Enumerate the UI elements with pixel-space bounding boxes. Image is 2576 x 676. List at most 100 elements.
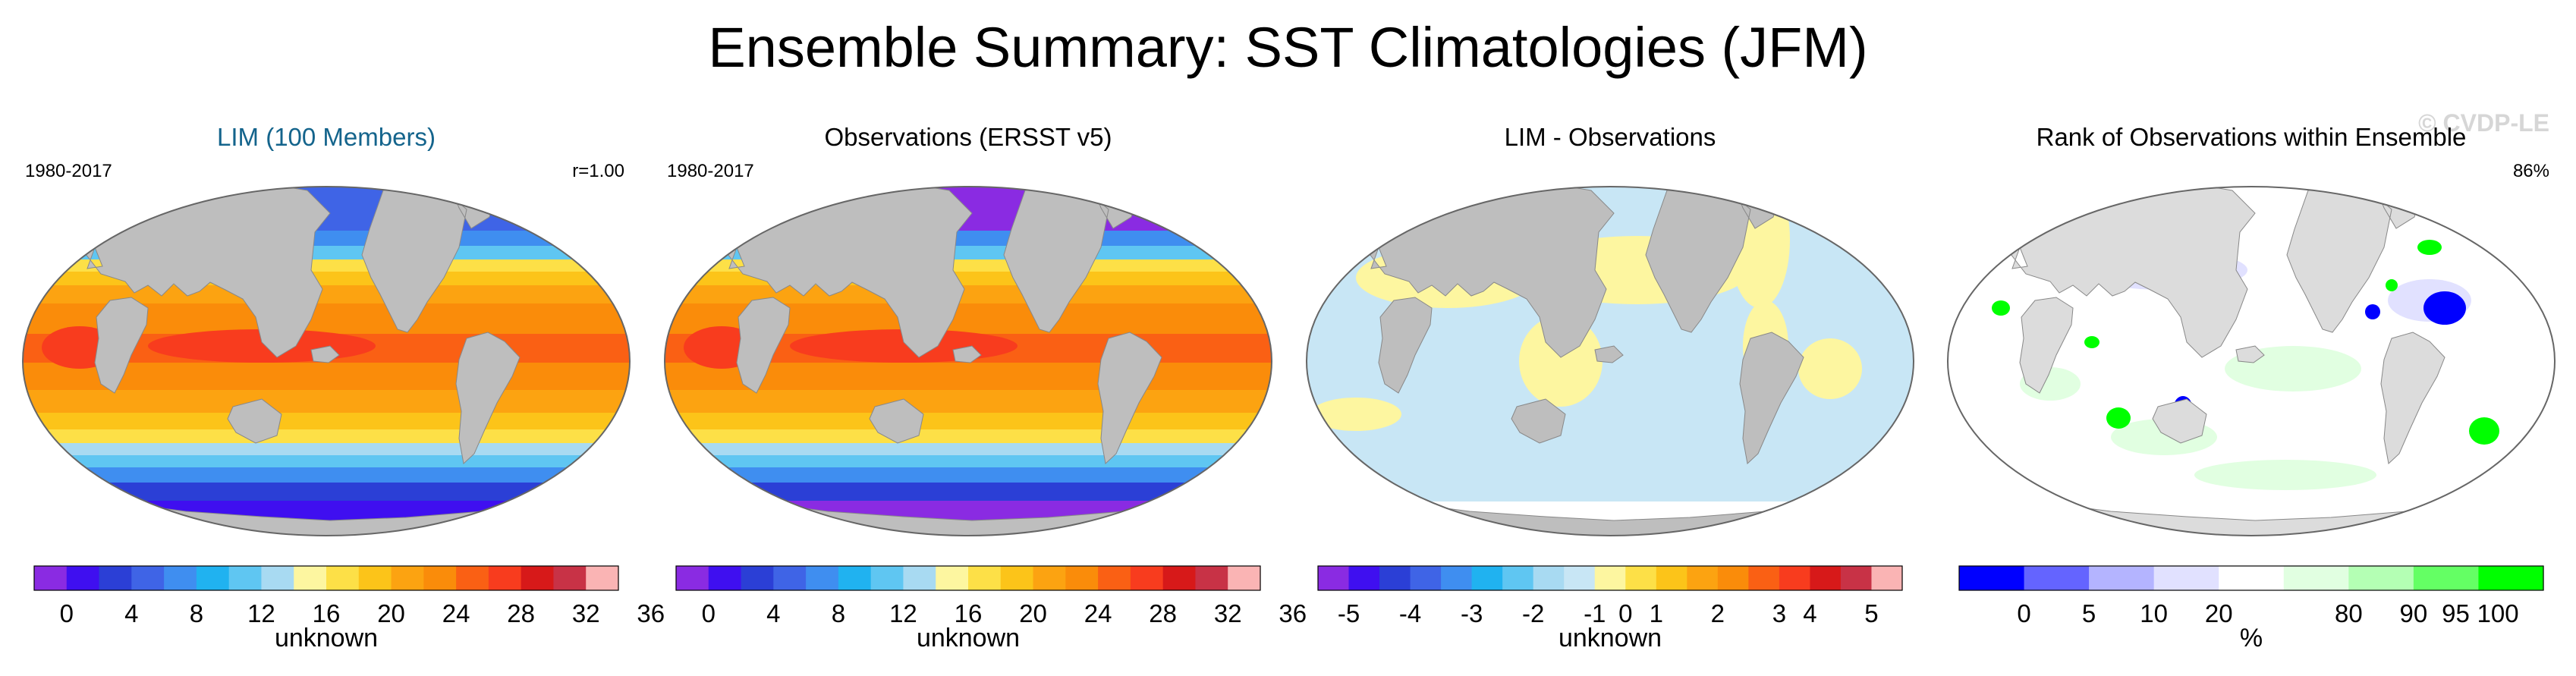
colorbar-tick-label: 0 [1618, 599, 1633, 627]
figure-title: Ensemble Summary: SST Climatologies (JFM… [708, 16, 1868, 79]
colorbar-label: unknown [1558, 624, 1662, 652]
period-label: 1980-2017 [667, 161, 754, 181]
colorbar-segment [1000, 566, 1034, 590]
panel-title: Observations (ERSST v5) [824, 123, 1112, 151]
colorbar-segment [1687, 566, 1719, 590]
colorbar-segment [1033, 566, 1066, 590]
colorbar-segment [261, 566, 294, 590]
rank-percentage: 86% [2512, 161, 2549, 181]
panel-rank-of-observations: © CVDP-LE Rank of Observations within En… [1936, 109, 2566, 675]
colorbar-segment [1318, 566, 1350, 590]
sst-contour-band [665, 443, 1272, 455]
colorbar-segment [1065, 566, 1099, 590]
colorbar-tick-label: 28 [1149, 599, 1178, 627]
colorbar-tick-label: 28 [507, 599, 536, 627]
colorbar-tick-label: 90 [2399, 599, 2428, 627]
continents [1357, 187, 1804, 464]
colorbar-tick-label: 0 [2017, 599, 2031, 627]
colorbar-segment [2478, 566, 2544, 590]
highest-rank-spot [1992, 300, 2010, 316]
colorbar-segment [741, 566, 774, 590]
colorbar-segment [164, 566, 197, 590]
colorbar-tick-label: -1 [1584, 599, 1606, 627]
colorbar-segment [968, 566, 1002, 590]
colorbar-segment [1564, 566, 1596, 590]
colorbar-segment [2219, 566, 2285, 590]
globe-outline [1306, 186, 1914, 536]
colorbar-segment [2348, 566, 2414, 590]
colorbar-tick-label: 0 [701, 599, 716, 627]
positive-bias-patch [1798, 338, 1862, 399]
map-observed-sst [664, 186, 1272, 536]
panel-observations-climatology: Observations (ERSST v5) 1980-2017 unknow… [653, 114, 1307, 675]
colorbar-tick-label: 4 [1803, 599, 1817, 627]
colorbar-segment [1840, 566, 1873, 590]
colorbar-segment [34, 566, 68, 590]
colorbar-segment [1195, 566, 1228, 590]
colorbar [1317, 565, 1903, 591]
colorbar-segment [196, 566, 230, 590]
colorbar-tick-label: 10 [2140, 599, 2169, 627]
colorbar-tick-label: 20 [377, 599, 405, 627]
colorbar-tick-label: 2 [1710, 599, 1725, 627]
colorbar-tick-label: -5 [1337, 599, 1360, 627]
colorbar-tick-label: 5 [1864, 599, 1879, 627]
colorbar-segment [1228, 566, 1261, 590]
colorbar-tick-label: 36 [1279, 599, 1307, 627]
period-label: 1980-2017 [25, 161, 112, 181]
colorbar-segment [1471, 566, 1503, 590]
colorbar-segment [521, 566, 555, 590]
colorbar-tick-label: 1 [1649, 599, 1663, 627]
continents [715, 187, 1162, 464]
pattern-correlation: r=1.00 [572, 161, 624, 181]
highest-rank-spot [2106, 407, 2131, 429]
colorbar-segment [586, 566, 619, 590]
colorbar-tick-label: 0 [59, 599, 74, 627]
panel-title: LIM - Observations [1504, 123, 1716, 151]
colorbar-tick-label: 24 [1084, 599, 1112, 627]
colorbar-tick-label: 8 [831, 599, 846, 627]
colorbar-tick-label: 5 [2081, 599, 2096, 627]
map-difference [1306, 186, 1914, 536]
colorbar-label: unknown [274, 624, 379, 652]
colorbar-segment [2283, 566, 2349, 590]
colorbar-segment [294, 566, 327, 590]
colorbar [33, 565, 619, 591]
colorbar-tick-label: -2 [1522, 599, 1545, 627]
colorbar-tick-label: 16 [954, 599, 983, 627]
colorbar-segment [1348, 566, 1380, 590]
colorbar-segment [708, 566, 742, 590]
globe-outline [664, 186, 1272, 536]
colorbar-tick-label: 3 [1772, 599, 1787, 627]
colorbar-segment [99, 566, 132, 590]
colorbar-segment [131, 566, 165, 590]
colorbar-tick-label: 12 [889, 599, 917, 627]
colorbar-segment [456, 566, 489, 590]
colorbar-tick-label: 8 [189, 599, 204, 627]
colorbar-segment [838, 566, 872, 590]
sst-contour-band [665, 455, 1272, 467]
colorbar-tick-label: 4 [124, 599, 139, 627]
colorbar [1958, 565, 2544, 591]
colorbar-tick-label: 32 [571, 599, 600, 627]
colorbar-segment [1871, 566, 1903, 590]
high-rank-patch [2194, 460, 2376, 490]
colorbar-segment [2153, 566, 2219, 590]
colorbar-frame [675, 565, 1261, 591]
colorbar-segment [228, 566, 263, 590]
colorbar-segment [1748, 566, 1780, 590]
panel-lim-climatology: LIM (100 Members) 1980-2017 r=1.00 unkno… [11, 114, 665, 675]
panel-lim-minus-observations: LIM - Observations unknown -5 -4 -3 -2 -1 0 1 2… [1295, 114, 1925, 675]
colorbar-frame [1317, 565, 1903, 591]
colorbar-segment [676, 566, 709, 590]
globe-outline [1947, 186, 2556, 536]
colorbar-segment [903, 566, 936, 590]
sst-contour-band [665, 390, 1272, 413]
continents [73, 187, 521, 464]
lowest-rank-spot [2365, 304, 2380, 319]
colorbar-tick-label: 4 [766, 599, 781, 627]
sst-contour-band [23, 467, 630, 483]
watermark: © CVDP-LE [2418, 109, 2549, 137]
colorbar-segment [2089, 566, 2155, 590]
sst-contour-band [23, 443, 630, 455]
